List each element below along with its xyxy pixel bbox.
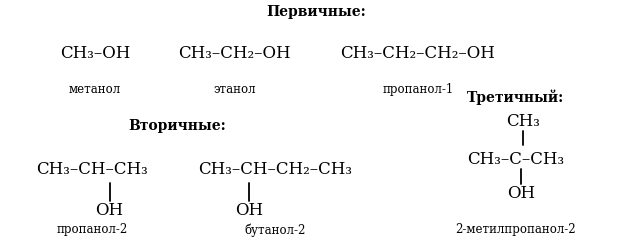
Text: CH₃–CH–CH₃: CH₃–CH–CH₃ xyxy=(36,161,147,178)
Text: CH₃–CH₂–OH: CH₃–CH₂–OH xyxy=(178,45,291,62)
Text: CH₃–C–CH₃: CH₃–C–CH₃ xyxy=(467,151,565,168)
Text: OH: OH xyxy=(507,185,535,202)
Text: пропанол-1: пропанол-1 xyxy=(382,83,453,96)
Text: CH₃–CH₂–CH₂–OH: CH₃–CH₂–CH₂–OH xyxy=(341,45,495,62)
Text: Первичные:: Первичные: xyxy=(266,5,367,19)
Text: метанол: метанол xyxy=(69,83,121,96)
Text: пропанол-2: пропанол-2 xyxy=(56,223,127,236)
Text: бутанол-2: бутанол-2 xyxy=(245,223,306,237)
Text: Вторичные:: Вторичные: xyxy=(128,119,226,133)
Text: CH₃–OH: CH₃–OH xyxy=(60,45,130,62)
Text: 2-метилпропанол-2: 2-метилпропанол-2 xyxy=(456,223,576,236)
Text: Третичный:: Третичный: xyxy=(467,89,565,105)
Text: OH: OH xyxy=(96,202,123,219)
Text: CH₃–CH–CH₂–CH₃: CH₃–CH–CH₂–CH₃ xyxy=(198,161,353,178)
Text: этанол: этанол xyxy=(213,83,256,96)
Text: OH: OH xyxy=(235,202,263,219)
Text: CH₃: CH₃ xyxy=(506,113,541,129)
